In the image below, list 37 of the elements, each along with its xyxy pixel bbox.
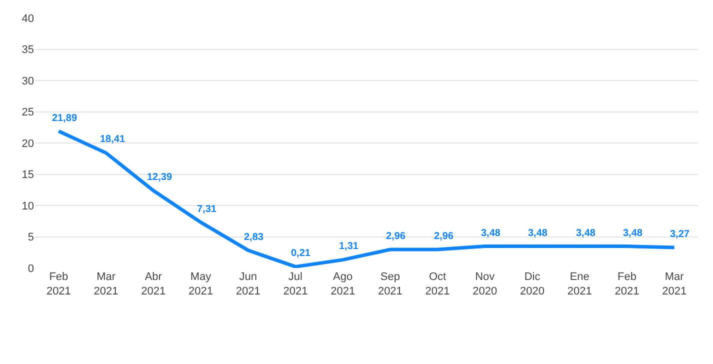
data-label: 2,83 <box>244 232 264 243</box>
data-label: 3,48 <box>623 228 643 239</box>
x-tick-label: May 2021 <box>188 271 213 298</box>
x-tick-label: Abr 2021 <box>141 271 166 298</box>
y-tick-label: 30 <box>22 75 34 88</box>
x-tick-label: Mar 2021 <box>662 271 687 298</box>
y-tick-label: 0 <box>28 262 34 275</box>
x-tick-label: Oct 2021 <box>425 271 450 298</box>
x-tick-label: Ene 2021 <box>567 271 592 298</box>
data-label: 3,27 <box>670 229 690 240</box>
data-label: 7,31 <box>197 204 217 215</box>
data-label: 18,41 <box>100 134 126 145</box>
x-tick-label: Feb 2021 <box>46 271 71 298</box>
x-tick-label: Jul 2021 <box>283 271 308 298</box>
x-tick-label: Sep 2021 <box>378 271 402 298</box>
data-label: 3,48 <box>528 228 548 239</box>
data-label: 1,31 <box>339 241 359 252</box>
data-label: 12,39 <box>147 172 172 183</box>
y-tick-label: 35 <box>22 44 34 56</box>
x-tick-label: Dic 2020 <box>520 271 544 298</box>
x-tick-label: Nov 2020 <box>472 271 498 298</box>
data-label: 21,89 <box>52 113 78 124</box>
x-tick-label: Jun 2021 <box>236 271 260 298</box>
data-label: 2,96 <box>434 231 454 242</box>
data-label: 0,21 <box>291 248 311 259</box>
y-tick-label: 5 <box>28 232 34 244</box>
data-label: 3,48 <box>481 228 501 239</box>
x-tick-label: Feb 2021 <box>614 271 640 298</box>
x-tick-label: Mar 2021 <box>94 271 118 298</box>
data-label: 2,96 <box>386 231 406 242</box>
y-tick-label: 15 <box>22 169 34 182</box>
y-tick-label: 10 <box>22 200 34 212</box>
y-tick-label: 25 <box>22 106 34 119</box>
y-tick-label: 20 <box>22 138 34 150</box>
x-tick-label: Ago 2021 <box>330 271 356 298</box>
y-tick-label: 40 <box>22 12 34 25</box>
data-label: 3,48 <box>576 228 596 239</box>
